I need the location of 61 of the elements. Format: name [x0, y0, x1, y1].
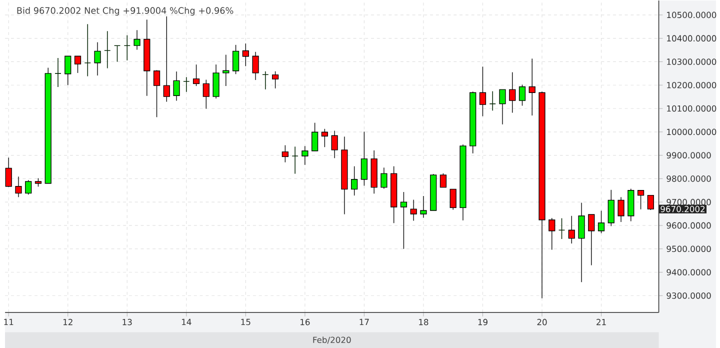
x-tick-label: 11 — [4, 318, 14, 325]
candlestick — [558, 218, 566, 240]
y-tick-label: 9800.0000 — [666, 176, 711, 182]
candlestick — [538, 91, 546, 299]
candlestick — [124, 34, 130, 61]
y-tick-label: 10000.0000 — [667, 128, 716, 136]
x-tick-label: 17 — [360, 318, 369, 325]
candlestick — [292, 146, 298, 174]
x-tick-label: 16 — [300, 318, 310, 326]
x-tick-label: 12 — [63, 318, 72, 326]
candlestick — [54, 58, 62, 88]
candlestick — [460, 144, 466, 221]
y-tick-label: 9900.0000 — [666, 152, 711, 158]
candlestick — [420, 196, 427, 218]
candlestick — [528, 58, 536, 116]
candlestick — [15, 176, 22, 198]
candlestick — [341, 136, 348, 215]
candlestick — [489, 90, 496, 111]
y-tick-label: 10300.0000 — [667, 58, 716, 65]
candlestick — [370, 150, 378, 194]
y-tick-label: 10100.0000 — [667, 105, 716, 112]
y-tick-label: 10200.0000 — [667, 82, 716, 88]
text: Bid 9670.2002 Net Chg +91.9004 %Chg +0.96% — [17, 7, 234, 16]
x-tick-label: 14 — [182, 318, 192, 325]
y-tick-label: 10400.0000 — [667, 35, 716, 42]
candlestick — [479, 66, 486, 117]
candlestick — [5, 157, 12, 187]
candlestick — [173, 71, 180, 102]
candlestick — [84, 24, 91, 77]
candlestick — [104, 30, 111, 69]
x-tick-label: 15 — [241, 318, 250, 326]
y-tick-label: 9700.0000 — [666, 198, 711, 206]
x-tick-label: 21 — [596, 318, 606, 326]
x-tick-label: 18 — [419, 318, 428, 326]
candlestick — [134, 30, 140, 50]
candlestick — [114, 45, 121, 62]
candlestick — [183, 76, 190, 92]
candlestick — [144, 19, 150, 96]
candlestick — [262, 70, 269, 90]
y-tick-label: 9600.0000 — [666, 222, 711, 229]
candlestick — [302, 146, 308, 166]
candlestick — [380, 167, 388, 190]
candlestick — [212, 64, 220, 99]
x-tick-label: 19 — [478, 318, 488, 326]
candlestick — [94, 42, 101, 76]
candlestick — [509, 72, 516, 114]
text: 9670.2002 — [660, 206, 705, 212]
x-axis-title: Feb/2020 — [313, 336, 351, 344]
candlestick — [222, 54, 230, 86]
y-tick-label: 9300.0000 — [666, 292, 711, 299]
x-tick-label: 20 — [537, 318, 547, 326]
candlestick — [578, 202, 585, 282]
candlestick — [331, 130, 338, 158]
x-tick-label: 13 — [122, 318, 132, 326]
candlestick — [252, 52, 259, 80]
y-tick-label: 9500.0000 — [666, 246, 711, 252]
candlestick — [618, 196, 624, 222]
candlestick — [410, 199, 417, 222]
y-tick-label: 10500.0000 — [667, 12, 716, 18]
candlestick — [400, 192, 408, 250]
y-tick-label: 9400.0000 — [666, 269, 711, 276]
